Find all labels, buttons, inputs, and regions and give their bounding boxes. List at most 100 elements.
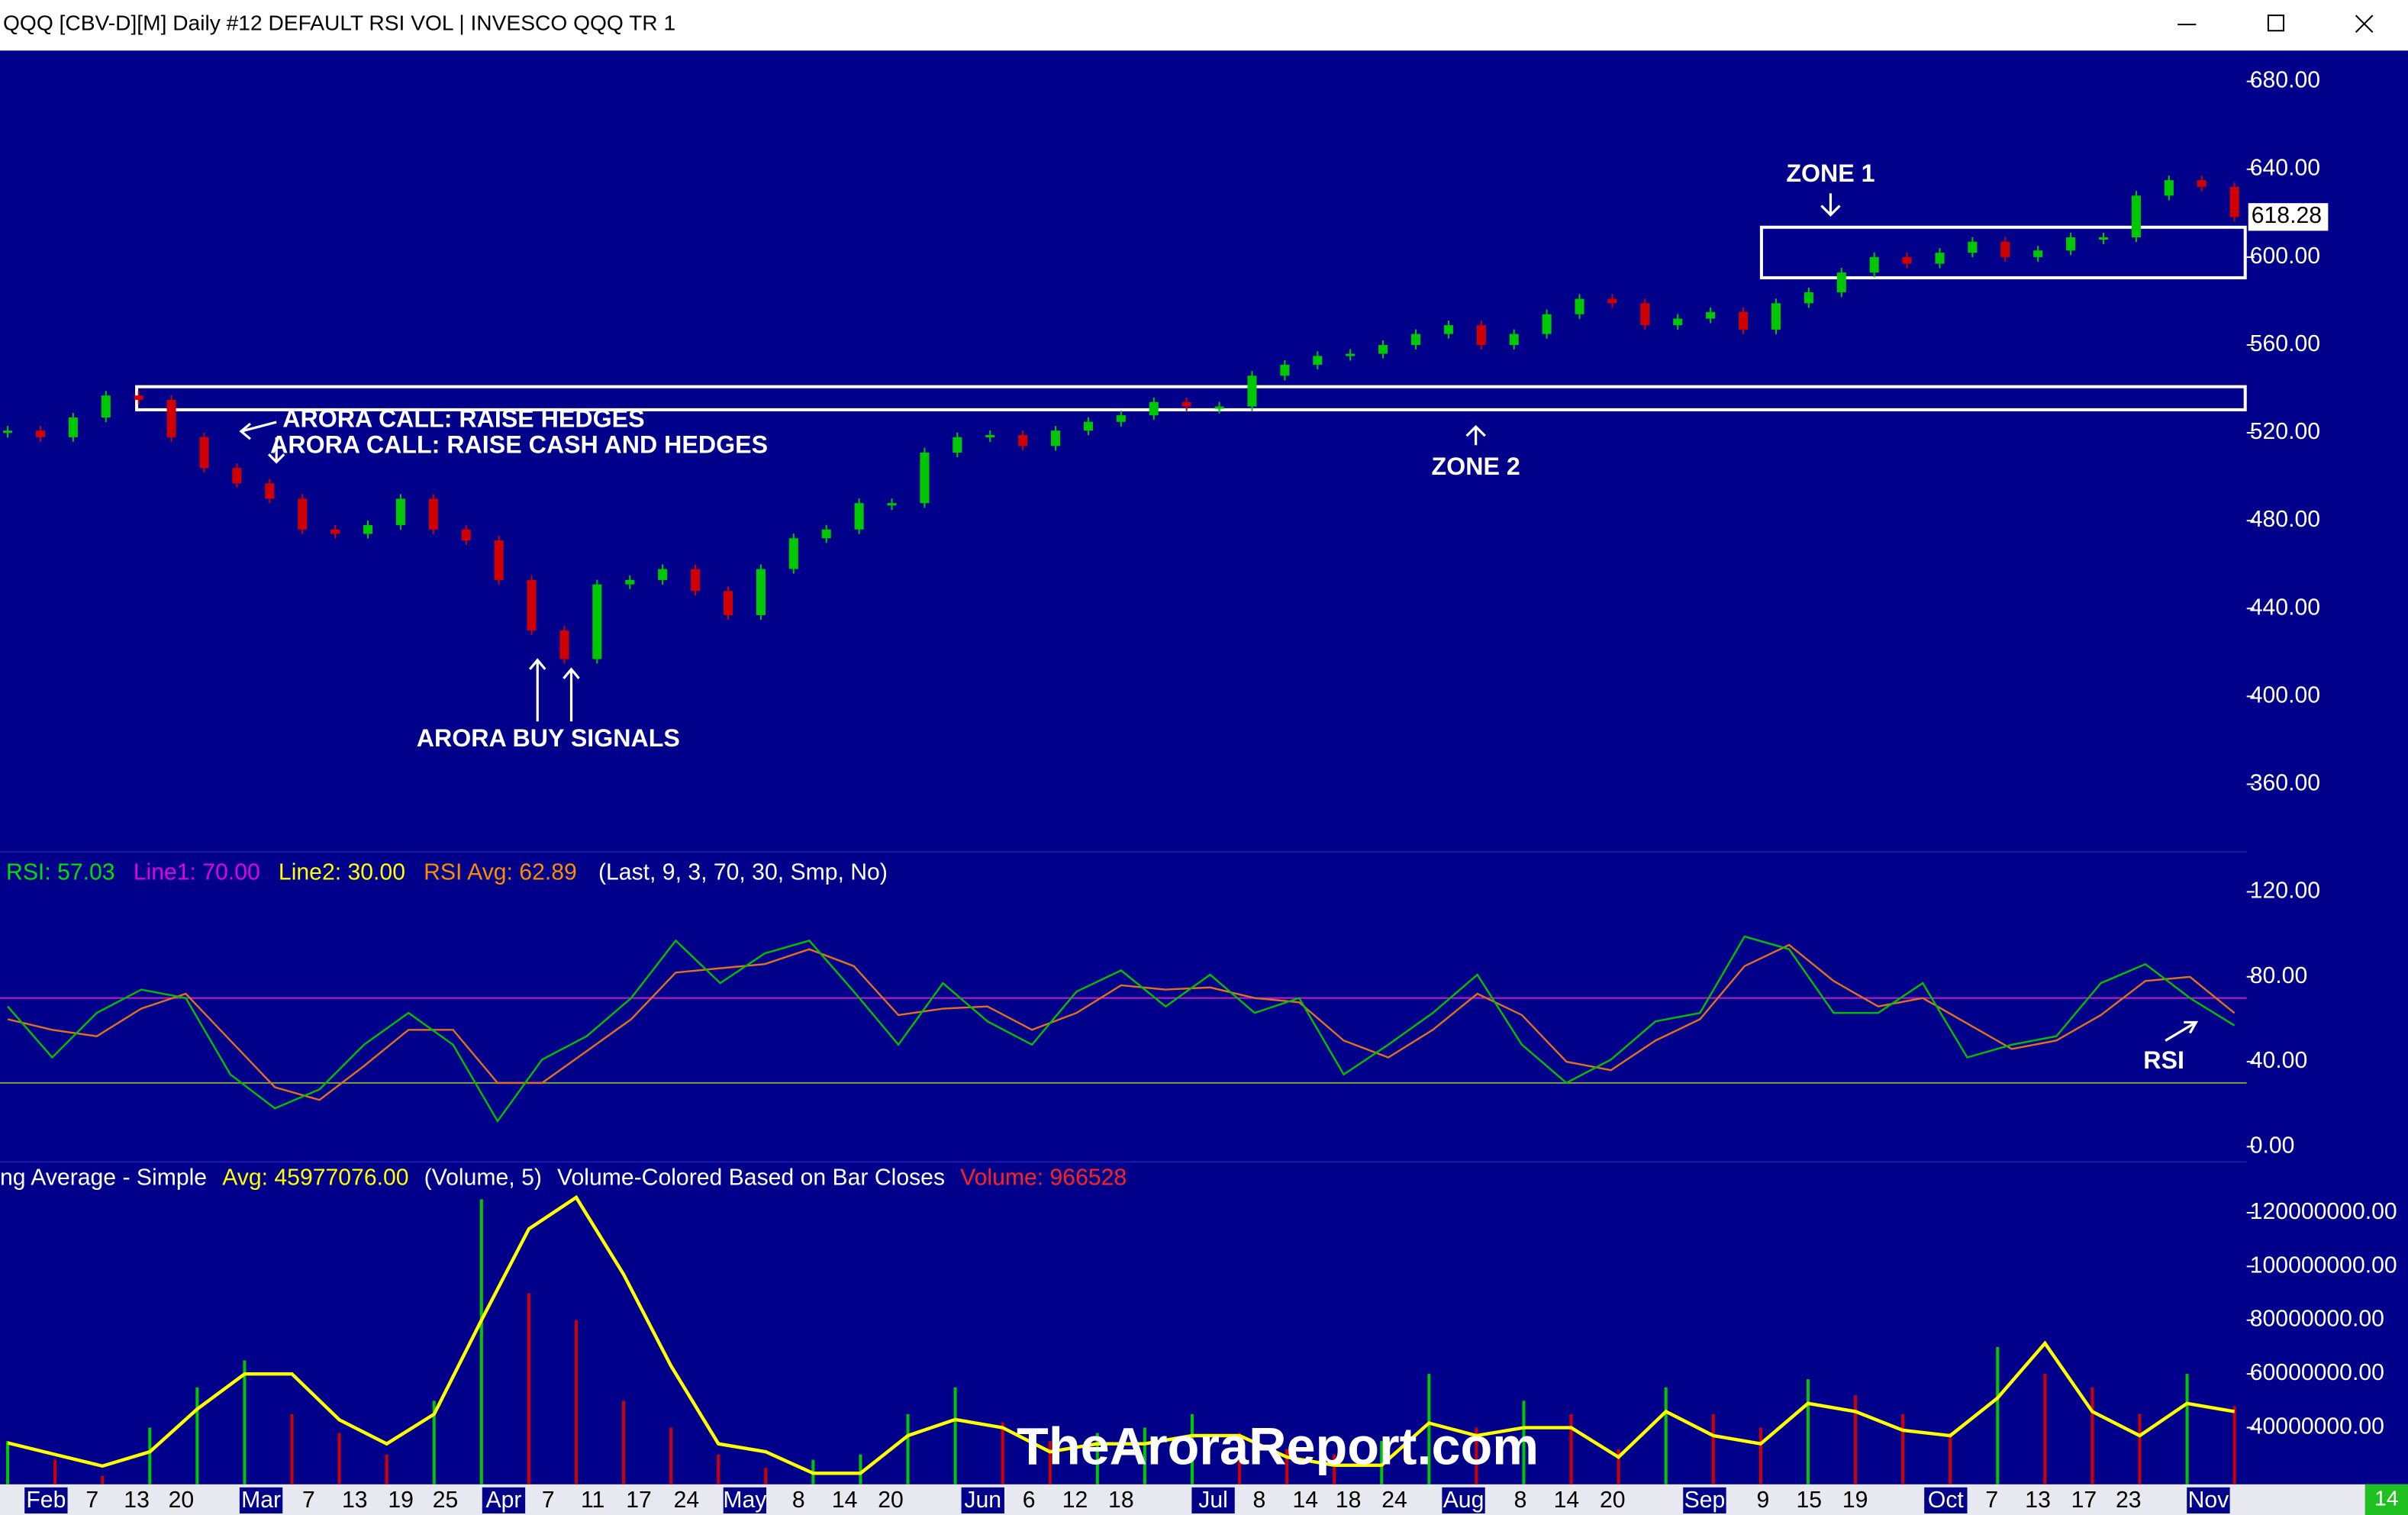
volume-bar: [1711, 1413, 1715, 1484]
x-tick-label: 17: [626, 1488, 652, 1513]
y-tick-label: 360.00: [2250, 771, 2320, 796]
arrow: [563, 667, 580, 722]
candle: [1968, 241, 1978, 253]
x-tick-label: 15: [1796, 1488, 1822, 1513]
volume-bar: [2090, 1387, 2094, 1484]
x-tick-label: 9: [1757, 1488, 1770, 1513]
candle: [625, 579, 635, 585]
candle: [461, 529, 471, 541]
candle: [1050, 430, 1061, 446]
volume-bar: [859, 1454, 862, 1484]
arrow: [267, 437, 285, 464]
arrow: [1465, 424, 1486, 446]
candle: [3, 430, 13, 434]
arrow: [2165, 1020, 2199, 1042]
volume-bar: [2185, 1374, 2189, 1484]
annotation: ARORA BUY SIGNALS: [417, 724, 680, 752]
annotation: ARORA CALL: RAISE HEDGES: [282, 405, 644, 433]
volume-bar: [2138, 1413, 2142, 1484]
arrow: [239, 421, 277, 440]
y-tick-label: 120000000.00: [2250, 1199, 2397, 1224]
volume-bar: [1758, 1427, 1762, 1484]
x-tick-label: 8: [1253, 1488, 1266, 1513]
volume-bar: [1617, 1449, 1620, 1484]
maximize-button[interactable]: [2267, 15, 2285, 32]
candle: [1346, 353, 1356, 356]
legend-entry: RSI: 57.03: [6, 859, 115, 885]
chart-area: [0, 50, 2408, 1484]
watermark: TheAroraReport.com: [1017, 1418, 1539, 1476]
x-tick-label: 19: [388, 1488, 414, 1513]
legend-entry: Line1: 70.00: [134, 859, 260, 885]
x-tick-label: 13: [342, 1488, 368, 1513]
volume-bar: [906, 1413, 910, 1484]
candle: [1443, 325, 1453, 334]
candle: [1607, 298, 1617, 304]
candle: [821, 529, 831, 539]
candle: [1836, 272, 1846, 292]
legend-entry: RSI Avg: 62.89: [424, 859, 577, 885]
volume-average: [7, 1194, 2236, 1475]
candle: [363, 524, 373, 534]
candle: [1509, 334, 1519, 345]
x-tick-label: 25: [433, 1488, 459, 1513]
x-tick-label: 14: [832, 1488, 858, 1513]
volume-bar: [1806, 1379, 1810, 1484]
candle: [1313, 356, 1323, 365]
candle: [2131, 195, 2141, 237]
candle: [1935, 253, 1945, 264]
x-tick-label: Apr: [486, 1488, 522, 1513]
candle: [1083, 421, 1093, 431]
volume-bar: [1333, 1454, 1336, 1484]
x-tick-label: May: [723, 1488, 767, 1513]
volume-bar: [53, 1459, 57, 1484]
month-highlight: [1191, 1487, 1235, 1513]
volume-bar: [1048, 1441, 1052, 1484]
x-tick-label: Aug: [1443, 1488, 1484, 1513]
candle: [985, 434, 995, 437]
legend-entry: (Volume, 5): [424, 1165, 542, 1191]
candle: [723, 591, 733, 615]
candle: [2033, 250, 2043, 257]
volume-bar: [195, 1387, 199, 1484]
volume-bar: [385, 1454, 388, 1484]
volume-bar: [1996, 1346, 2000, 1484]
candle: [788, 538, 798, 569]
candle: [428, 498, 438, 530]
candle: [1902, 256, 1912, 264]
x-tick-label: 24: [1381, 1488, 1407, 1513]
volume-bar: [1001, 1422, 1004, 1484]
volume-bar: [1190, 1413, 1194, 1484]
candle: [527, 579, 537, 631]
candle: [1116, 415, 1126, 422]
month-highlight: [2187, 1487, 2230, 1513]
month-highlight: [239, 1487, 283, 1513]
candle: [1181, 401, 1191, 407]
candle: [1869, 256, 1879, 273]
x-tick-label: 7: [85, 1488, 98, 1513]
x-tick-label: 7: [542, 1488, 555, 1513]
candle: [494, 540, 504, 580]
volume-bar: [6, 1441, 10, 1484]
volume-bar: [243, 1360, 247, 1484]
candle: [395, 498, 405, 525]
corner-box: [2364, 1484, 2408, 1515]
zone-label: ZONE 1: [1786, 160, 1875, 187]
month-highlight: [1924, 1487, 1968, 1513]
volume-bar: [432, 1401, 436, 1484]
close-button[interactable]: [2355, 15, 2374, 33]
candle: [199, 437, 209, 469]
candle: [68, 417, 78, 437]
last-price-label: 618.28: [2252, 203, 2322, 228]
candle: [330, 529, 340, 534]
x-tick-label: 24: [674, 1488, 700, 1513]
volume-bar: [1569, 1413, 1573, 1484]
volume-bar: [1475, 1427, 1478, 1484]
y-tick-label: 40000000.00: [2250, 1413, 2384, 1439]
x-tick-label: 11: [581, 1488, 604, 1513]
arrows: [239, 193, 2199, 1042]
y-tick-label: 80.00: [2250, 963, 2307, 988]
legend-entry: Avg: 45977076.00: [222, 1165, 408, 1191]
y-tick-label: 440.00: [2250, 595, 2320, 620]
